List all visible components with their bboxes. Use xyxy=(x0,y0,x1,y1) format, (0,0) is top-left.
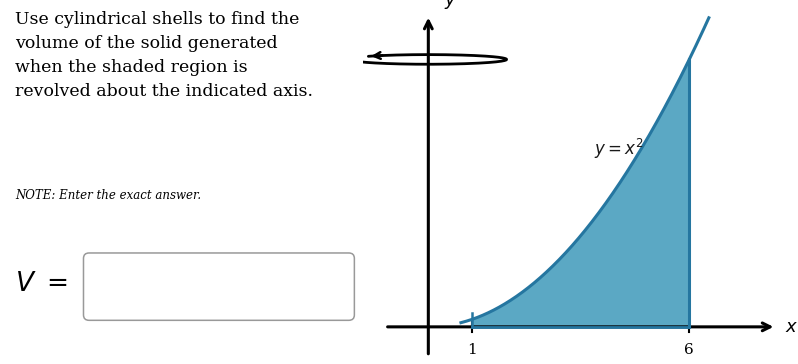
FancyBboxPatch shape xyxy=(84,253,354,320)
Text: Use cylindrical shells to find the
volume of the solid generated
when the shaded: Use cylindrical shells to find the volum… xyxy=(15,11,313,100)
Text: $x$: $x$ xyxy=(785,318,798,336)
Text: $V\ =$: $V\ =$ xyxy=(15,272,68,296)
Text: $y = x^2$: $y = x^2$ xyxy=(594,136,643,161)
Text: 6: 6 xyxy=(685,343,694,357)
Text: NOTE: Enter the exact answer.: NOTE: Enter the exact answer. xyxy=(15,189,201,202)
Text: $y$: $y$ xyxy=(444,0,457,11)
Text: 1: 1 xyxy=(467,343,476,357)
